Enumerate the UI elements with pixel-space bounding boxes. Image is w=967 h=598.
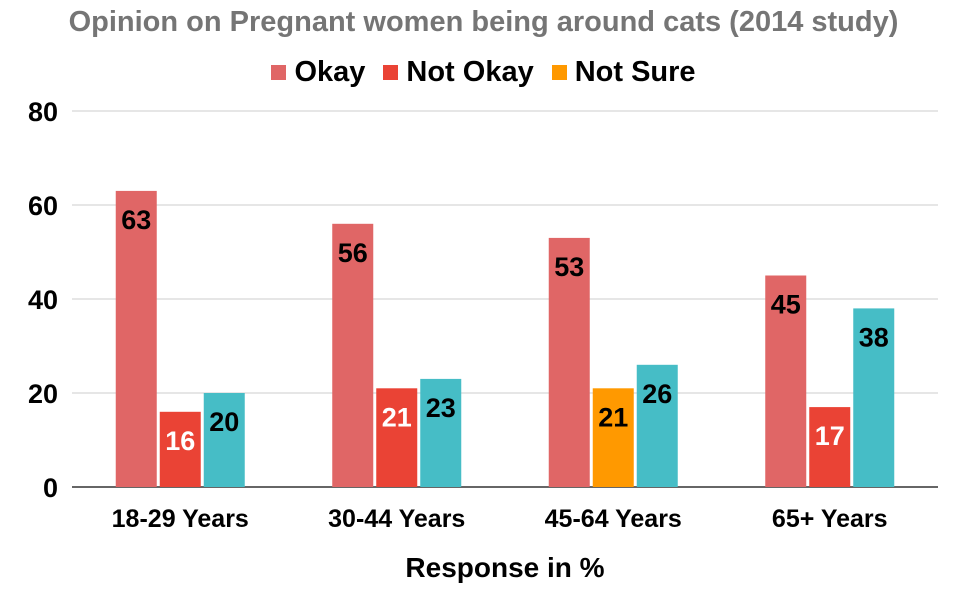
legend-item-not-okay: Not Okay [383,56,534,89]
data-label: 53 [554,252,584,282]
bar [376,388,418,487]
x-axis-title: Response in % [405,552,605,583]
y-tick-label: 60 [28,191,58,221]
bar [332,223,374,488]
legend-swatch-not-okay [383,65,399,80]
legend-label-okay: Okay [294,56,366,88]
x-tick-label: 18-29 Years [112,505,249,533]
y-tick-label: 0 [43,473,58,503]
bar [548,237,590,487]
data-label: 26 [642,379,672,409]
data-label: 38 [859,322,889,352]
bar [853,308,895,487]
legend: Okay Not Okay Not Sure [0,56,967,89]
legend-item-not-sure: Not Sure [551,56,696,89]
bar [809,407,851,487]
data-label: 20 [209,407,239,437]
x-tick-label: 30-44 Years [328,505,465,533]
bar [115,190,157,487]
legend-label-not-okay: Not Okay [406,56,534,88]
legend-item-okay: Okay [271,56,365,89]
data-label: 63 [121,205,151,235]
y-tick-label: 80 [28,97,58,127]
bar [636,364,678,487]
legend-swatch-okay [271,65,287,80]
y-tick-label: 20 [28,379,58,409]
data-label: 17 [815,421,845,451]
bar [159,411,201,487]
data-label: 16 [165,426,195,456]
data-label: 23 [426,393,456,423]
y-tick-label: 40 [28,285,58,315]
chart-title: Opinion on Pregnant women being around c… [68,6,899,38]
bar [592,388,634,487]
bar [765,275,807,487]
legend-label-not-sure: Not Sure [574,56,696,88]
legend-swatch-not-sure [551,65,567,80]
data-label: 21 [598,402,628,432]
data-label: 21 [382,402,412,432]
bar [420,378,462,487]
x-tick-label: 65+ Years [772,505,888,533]
x-tick-label: 45-64 Years [545,505,682,533]
data-label: 45 [771,290,801,320]
data-label: 56 [338,238,368,268]
bar [203,393,245,487]
